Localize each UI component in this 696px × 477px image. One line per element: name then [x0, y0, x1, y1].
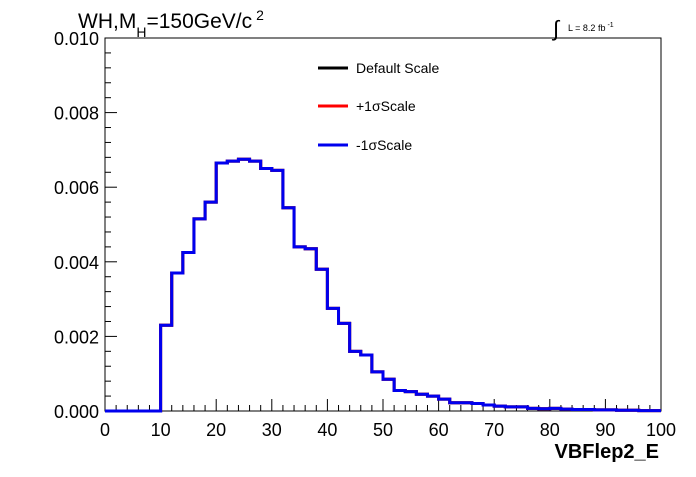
y-tick-label: 0.006 [54, 178, 99, 198]
x-tick-label: 60 [429, 420, 449, 440]
x-tick-label: 10 [151, 420, 171, 440]
y-tick-label: 0.002 [54, 327, 99, 347]
y-tick-label: 0.000 [54, 402, 99, 422]
x-tick-label: 20 [206, 420, 226, 440]
luminosity-label: L = 8.2 fb -1 [568, 22, 614, 33]
legend-label: +1σScale [356, 98, 416, 114]
y-axis: 0.000 0.002 0.004 0.006 0.008 0.010 [54, 29, 117, 422]
legend-label: -1σScale [356, 137, 412, 153]
x-tick-label: 50 [373, 420, 393, 440]
x-tick-label: 30 [262, 420, 282, 440]
x-tick-label: 100 [646, 420, 676, 440]
y-tick-label: 0.010 [54, 29, 99, 49]
legend-label: Default Scale [356, 60, 439, 76]
x-axis-title: VBFlep2_E [555, 441, 659, 463]
plot-frame [104, 37, 662, 412]
x-tick-label: 70 [484, 420, 504, 440]
series-layer [105, 157, 661, 413]
legend: Default Scale +1σScale -1σScale [318, 60, 439, 153]
y-tick-label: 0.008 [54, 104, 99, 124]
x-axis: 0 10 20 30 40 50 60 70 80 90 100 [100, 399, 676, 440]
x-tick-label: 0 [100, 420, 110, 440]
x-tick-label: 40 [317, 420, 337, 440]
series-line [105, 157, 661, 413]
x-tick-label: 80 [540, 420, 560, 440]
chart-title: WH,MH=150GeV/c 2 [78, 7, 264, 40]
x-tick-label: 90 [595, 420, 615, 440]
y-tick-label: 0.004 [54, 253, 99, 273]
integral-sign: ∫ [551, 16, 561, 41]
